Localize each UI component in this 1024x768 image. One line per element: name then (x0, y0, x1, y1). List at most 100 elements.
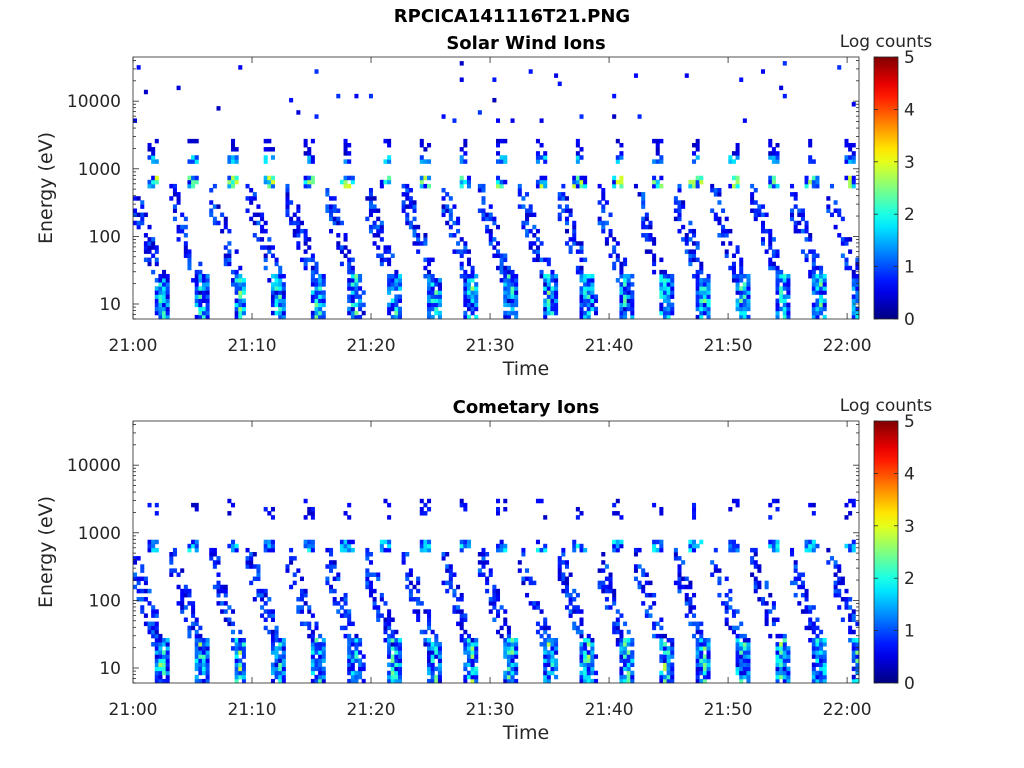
spectrogram-cell (165, 282, 170, 287)
spectrogram-cell (339, 249, 344, 254)
spectrogram-cell (786, 306, 791, 312)
spectrogram-cell (746, 670, 751, 676)
spectrogram-cell (775, 269, 780, 275)
spectrogram-cell (735, 502, 740, 508)
spectrogram-cell (270, 539, 275, 545)
spectrogram-cell (198, 286, 203, 291)
spectrogram-cell (423, 241, 428, 246)
spectrogram-cell (151, 175, 156, 181)
spectrogram-cell (445, 588, 450, 594)
spectrogram-cell (278, 278, 283, 283)
spectrogram-cell (158, 658, 163, 663)
spectrogram-cell (612, 597, 617, 602)
spectrogram-cell (612, 502, 617, 508)
spectrogram-cell (753, 212, 758, 218)
spectrogram-cell (819, 290, 824, 295)
spectrogram-cell (786, 670, 791, 676)
spectrogram-cell (826, 547, 831, 553)
spectrogram-cell (822, 278, 827, 283)
spectrogram-cell (234, 662, 239, 668)
spectrogram-cell (368, 584, 373, 590)
spectrogram-cell (804, 220, 809, 226)
spectrogram-cell (811, 502, 816, 508)
spectrogram-cell (387, 650, 392, 655)
spectrogram-cell (463, 269, 468, 275)
spectrogram-cell (347, 282, 352, 287)
spectrogram-cell (466, 539, 471, 545)
spectrogram-cell (147, 502, 152, 508)
spectrogram-cell (666, 310, 671, 316)
spectrogram-cell (216, 588, 221, 594)
spectrogram-cell (154, 138, 159, 144)
spectrogram-cell (314, 314, 319, 320)
spectrogram-cell (416, 617, 421, 622)
spectrogram-cell (731, 151, 736, 156)
spectrogram-cell (274, 298, 279, 304)
spectrogram-cell (318, 674, 323, 680)
spectrogram-cell (503, 286, 508, 291)
spectrogram-cell (281, 302, 286, 308)
spectrogram-cell (851, 609, 856, 614)
spectrogram-cell (735, 637, 740, 643)
spectrogram-cell (590, 294, 595, 299)
spectrogram-cell (231, 547, 236, 553)
spectrogram-cell (586, 662, 591, 668)
spectrogram-cell (198, 298, 203, 304)
spectrogram-cell (496, 253, 501, 258)
spectrogram-cell (347, 269, 352, 275)
spectrogram-cell (463, 666, 468, 672)
spectrogram-cell (260, 588, 265, 594)
spectrogram-cell (372, 597, 377, 602)
spectrogram-cell (659, 175, 664, 181)
spectrogram-cell (292, 580, 297, 586)
spectrogram-cell (604, 605, 609, 610)
spectrogram-cell (739, 294, 744, 299)
spectrogram-cell (811, 183, 816, 189)
spectrogram-cell (641, 224, 646, 230)
spectrogram-cell (299, 220, 305, 226)
spectrogram-cell (623, 678, 628, 684)
spectrogram-cell (623, 261, 628, 267)
spectrogram-cell (811, 310, 816, 316)
spectrogram-cell (347, 650, 352, 655)
spectrogram-cell (833, 572, 838, 577)
spectrogram-cell (343, 511, 348, 516)
spectrogram-cell (666, 314, 671, 320)
spectrogram-cell (310, 629, 315, 635)
spectrogram-cell (416, 233, 421, 238)
spectrogram-cell (350, 175, 355, 181)
spectrogram-cell (448, 572, 453, 577)
spectrogram-cell (434, 290, 439, 295)
spectrogram-cell (775, 666, 780, 672)
x-tick-label: 21:40 (585, 700, 634, 720)
spectrogram-cell (416, 613, 421, 618)
spectrogram-cell (416, 576, 421, 582)
spectrogram-cell (466, 261, 471, 267)
spectrogram-cell (851, 278, 856, 283)
spectrogram-cell (234, 674, 239, 680)
spectrogram-cell (535, 155, 540, 160)
spectrogram-cell (808, 269, 813, 275)
spectrogram-cell (543, 621, 548, 627)
spectrogram-cell (579, 609, 584, 614)
spectrogram-cell (234, 310, 239, 316)
spectrogram-cell (383, 249, 388, 254)
spectrogram-cell (437, 654, 442, 659)
spectrogram-cell (757, 568, 762, 573)
spectrogram-cell (586, 278, 591, 283)
spectrogram-cell (659, 138, 664, 144)
spectrogram-cell (724, 249, 729, 254)
spectrogram-cell (506, 633, 511, 639)
spectrogram-cell (779, 642, 784, 647)
spectrogram-cell (314, 278, 319, 283)
spectrogram-cell (575, 142, 580, 148)
spectrogram-cell (154, 637, 159, 643)
spectrogram-cell (699, 294, 704, 299)
spectrogram-cell (343, 543, 348, 549)
spectrogram-cell (365, 196, 370, 201)
spectrogram-cell (739, 310, 744, 316)
spectrogram-cell (532, 257, 537, 263)
spectrogram-cell (245, 556, 250, 561)
